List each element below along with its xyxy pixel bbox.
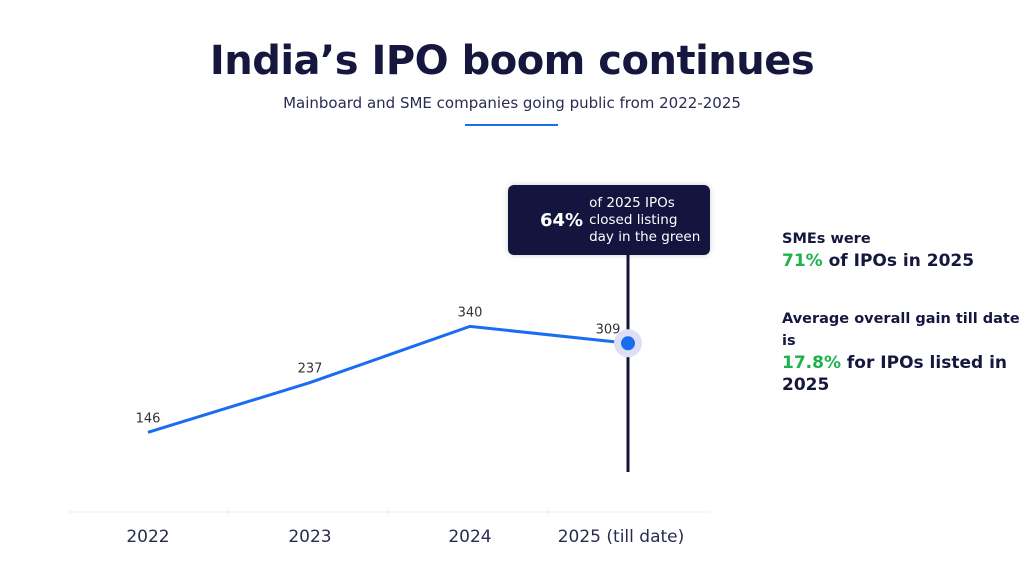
x-tick-label: 2025 (till date) (558, 527, 685, 547)
sme-stat-percent: 71% (782, 251, 823, 271)
series-line (147, 324, 629, 434)
gain-stat-text: for IPOs listed in (840, 353, 1007, 373)
callout-line: closed listing (589, 211, 678, 228)
data-point (621, 336, 635, 351)
x-tick-label: 2022 (126, 527, 169, 547)
title-underline (465, 124, 558, 126)
page-title: India’s IPO boom continues (209, 38, 815, 84)
x-tick-label: 2024 (448, 527, 491, 547)
callout-line: of 2025 IPOs (589, 194, 675, 211)
gain-stat-year: 2025 (782, 375, 830, 395)
gain-stat-label: Average overall gain till date is (782, 311, 1020, 349)
callout-box: 64% of 2025 IPOs closed listing day in t… (508, 185, 710, 255)
gain-stat: Average overall gain till date is 17.8% … (782, 308, 1024, 396)
x-tick-label: 2023 (288, 527, 331, 547)
data-label: 309 (596, 322, 621, 337)
gain-stat-percent: 17.8% (782, 353, 841, 373)
data-label: 340 (458, 305, 483, 320)
sme-stat-label: SMEs were (782, 231, 871, 247)
data-label: 146 (136, 411, 161, 426)
callout-line: day in the green (589, 228, 701, 245)
page-subtitle: Mainboard and SME companies going public… (283, 94, 741, 112)
sme-stat: SMEs were 71% of IPOs in 2025 (782, 228, 974, 272)
callout-percent: 64% (540, 209, 584, 231)
data-label: 237 (298, 362, 323, 377)
sme-stat-text: of IPOs in 2025 (822, 251, 975, 271)
